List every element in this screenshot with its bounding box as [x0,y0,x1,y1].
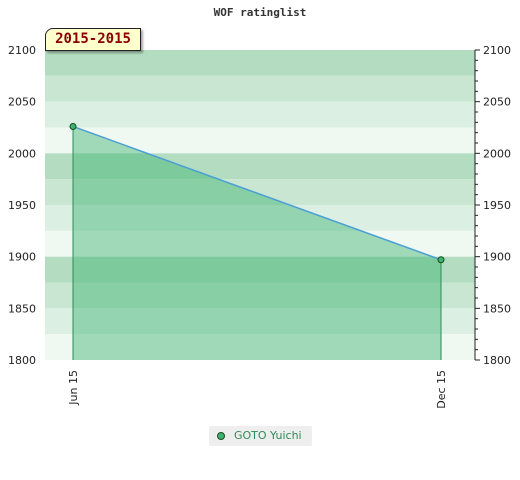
grid-band [45,75,475,102]
grid-band [45,256,475,283]
series-fill [73,126,441,360]
x-axis: Jun 15 Dec 15 [67,370,448,409]
x-tick-label: Dec 15 [435,370,448,409]
chart-title: WOF ratinglist [213,6,307,19]
background-bands [45,50,475,360]
grid-band [45,127,475,154]
date-range-badge: 2015-2015 [45,28,141,51]
left-axis: 1800 1850 1900 1950 2000 2050 2100 [8,44,36,367]
legend-marker-icon [217,432,225,440]
x-tick-label: Jun 15 [67,370,80,406]
data-point [437,256,445,264]
y-tick-label-left: 1900 [8,251,36,264]
y-tick-label-left: 2100 [8,44,36,57]
right-axis: 1800 1850 1900 1950 2000 2050 2100 [474,44,511,367]
y-tick-label-right: 2050 [483,96,511,109]
y-tick-label-right: 1850 [483,302,511,315]
grid-band [45,230,475,257]
y-tick-label-left: 2000 [8,147,36,160]
y-tick-label-left: 1800 [8,354,36,367]
y-tick-label-right: 2100 [483,44,511,57]
grid-band [45,50,475,76]
data-point [69,122,77,130]
legend-label: GOTO Yuichi [234,429,302,442]
series-area [72,125,442,360]
grid-band [45,282,475,309]
y-tick-label-right: 2000 [483,147,511,160]
series-points [69,122,445,264]
y-tick-label-left: 1850 [8,302,36,315]
y-tick-label-right: 1800 [483,354,511,367]
grid-band [45,205,475,231]
y-tick-label-right: 1950 [483,199,511,212]
grid-band [45,101,475,128]
y-tick-label-right: 1900 [483,251,511,264]
grid-band [45,334,475,360]
y-tick-label-left: 1950 [8,199,36,212]
y-tick-label-left: 2050 [8,96,36,109]
legend[interactable]: GOTO Yuichi [209,426,312,446]
series-line [72,125,442,261]
grid-band [45,179,475,205]
grid-band [45,308,475,335]
grid-band [45,153,475,180]
